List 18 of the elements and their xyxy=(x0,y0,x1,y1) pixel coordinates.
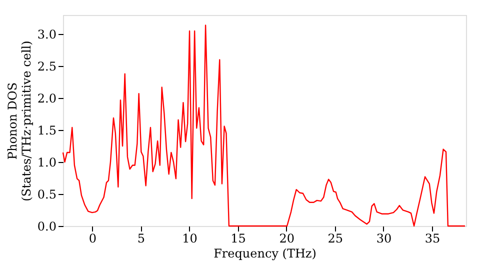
x-tick-label: 35 xyxy=(424,232,440,246)
y-tick-label: 0.5 xyxy=(37,188,56,202)
y-tick-label: 2.0 xyxy=(37,92,56,106)
y-tick-label: 1.5 xyxy=(37,124,56,138)
x-tick-label: 15 xyxy=(230,232,246,246)
x-tick-label: 5 xyxy=(137,232,146,246)
x-tick-label: 20 xyxy=(279,232,294,246)
x-tick-label: 10 xyxy=(182,232,198,246)
y-tick-label: 0.0 xyxy=(37,220,56,234)
x-tick-label: 30 xyxy=(376,232,392,246)
y-axis-title: Phonon DOS (States/THz·primitive cell) xyxy=(5,40,34,202)
x-tick-label: 25 xyxy=(328,232,344,246)
y-tick-label: 2.5 xyxy=(37,60,56,74)
x-tick-label: 0 xyxy=(88,232,96,246)
line-series xyxy=(62,24,466,227)
x-axis-title: Frequency (THz) xyxy=(214,246,316,260)
y-tick-label: 1.0 xyxy=(37,156,56,170)
y-tick-label: 3.0 xyxy=(37,28,56,42)
